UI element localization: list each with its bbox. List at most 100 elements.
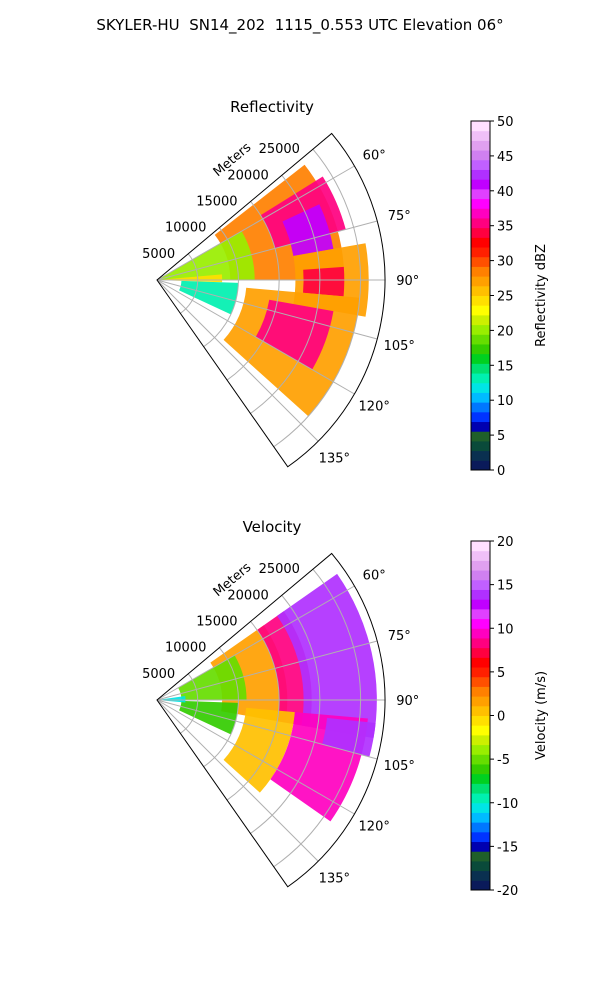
panel-reflectivity: Reflectivity60°75°90°105°120°135°5000100… xyxy=(142,98,549,479)
colorbar-swatch xyxy=(471,570,490,581)
grid-arc xyxy=(273,568,362,868)
colorbar-swatch xyxy=(471,266,490,277)
colorbar-swatch xyxy=(471,411,490,423)
colorbar-swatch xyxy=(471,851,490,862)
panel-velocity: Velocity 60° 75° 90° 105° 120° 135° 5000 10000 15… xyxy=(142,518,549,899)
colorbar-swatch xyxy=(471,579,490,590)
colorbar-swatch xyxy=(471,150,490,161)
colorbar-swatch xyxy=(471,247,490,258)
colorbar-swatch xyxy=(471,256,490,267)
colorbar-label: Velocity (m/s) xyxy=(534,671,549,760)
colorbar-swatch xyxy=(471,812,490,823)
colorbar-swatch xyxy=(471,285,490,296)
data-cell xyxy=(303,266,345,297)
colorbar-swatch xyxy=(471,744,490,755)
azimuth-tick-label: 90° xyxy=(396,274,419,289)
colorbar-swatch xyxy=(471,460,490,471)
colorbar-swatch xyxy=(471,763,490,775)
colorbar-swatch xyxy=(471,353,490,364)
colorbar-swatch xyxy=(471,734,490,746)
azimuth-tick-label: 135° xyxy=(319,871,350,886)
colorbar-tick-label: -10 xyxy=(497,797,518,812)
colorbar-swatch xyxy=(471,783,490,794)
azimuth-tick-label: 120° xyxy=(359,399,390,414)
colorbar-swatch xyxy=(471,802,490,813)
colorbar-swatch xyxy=(471,227,490,238)
grid-spoke xyxy=(156,640,378,701)
range-tick-label: 25000 xyxy=(259,142,300,157)
colorbar-swatch xyxy=(471,860,490,872)
colorbar-swatch xyxy=(471,363,490,374)
colorbar-swatch xyxy=(471,599,490,610)
colorbar-swatch xyxy=(471,608,490,620)
colorbar-tick-label: 5 xyxy=(497,666,505,681)
colorbar-tick-label: 30 xyxy=(497,255,514,270)
grid-spoke xyxy=(156,699,319,862)
range-tick-label: 25000 xyxy=(259,562,300,577)
range-tick-label: 5000 xyxy=(142,667,175,682)
colorbar-swatch xyxy=(471,382,490,393)
colorbar: 0 5 10 15 20 25 30 35 40 45 50 Reflectivity dBZ xyxy=(470,115,549,479)
range-tick-label: 10000 xyxy=(165,641,206,656)
azimuth-tick-label: 60° xyxy=(363,569,386,584)
colorbar-tick-label: 50 xyxy=(497,115,514,130)
data-cells xyxy=(157,164,369,417)
colorbar-tick-label: -20 xyxy=(497,884,518,899)
colorbar-swatch xyxy=(471,637,490,649)
colorbar-swatch xyxy=(471,841,490,852)
range-tick-label: 10000 xyxy=(165,221,206,236)
colorbar-tick-label: 25 xyxy=(497,290,514,305)
colorbar-swatch xyxy=(471,618,490,629)
grid-arc xyxy=(203,227,239,348)
grid-spoke xyxy=(156,699,378,760)
colorbar-swatch xyxy=(471,305,490,316)
grid-spoke xyxy=(156,585,355,701)
figure-title: SKYLER-HU SN14_202 1115_0.553 UTC Elevat… xyxy=(96,16,504,34)
colorbar-swatch xyxy=(471,295,490,306)
azimuth-tick-label: 105° xyxy=(384,759,415,774)
colorbar-swatch xyxy=(471,140,490,151)
colorbar-label: Reflectivity dBZ xyxy=(534,244,549,347)
colorbar-swatch xyxy=(471,715,490,726)
colorbar-tick-label: 0 xyxy=(497,710,505,725)
colorbar-swatch xyxy=(471,550,490,561)
grid-arc xyxy=(250,594,321,834)
range-tick-label: 15000 xyxy=(196,614,237,629)
range-tick-label: 20000 xyxy=(227,168,268,183)
colorbar-tick-label: 40 xyxy=(497,185,514,200)
grid xyxy=(156,148,385,448)
colorbar-swatch xyxy=(471,676,490,687)
colorbar-swatch xyxy=(471,831,490,843)
panel-title: Reflectivity xyxy=(230,98,314,116)
grid-spoke xyxy=(156,220,378,281)
azimuth-tick-label: 60° xyxy=(363,149,386,164)
colorbar-swatch xyxy=(471,431,490,442)
colorbar-tick-label: 10 xyxy=(497,622,514,637)
sector-outline xyxy=(156,552,386,888)
grid-arc xyxy=(273,148,362,448)
colorbar-tick-label: 15 xyxy=(497,359,514,374)
colorbar-swatch xyxy=(471,754,490,765)
range-tick-label: 20000 xyxy=(227,588,268,603)
colorbar-tick-label: 20 xyxy=(497,324,514,339)
grid-arc xyxy=(180,253,199,314)
data-cell xyxy=(223,707,295,793)
panel-title: Velocity xyxy=(243,518,302,536)
colorbar-swatch xyxy=(471,589,490,600)
colorbar-tick-label: 0 xyxy=(497,464,505,479)
colorbar-swatch xyxy=(471,324,490,335)
colorbar-swatch xyxy=(471,343,490,355)
grid-arc xyxy=(180,673,199,734)
colorbar-swatch xyxy=(471,314,490,326)
colorbar-tick-label: -5 xyxy=(497,753,510,768)
colorbar-swatch xyxy=(471,188,490,200)
grid-spoke xyxy=(156,279,378,340)
data-cell xyxy=(277,573,377,739)
colorbar-swatch xyxy=(471,130,490,141)
data-cell xyxy=(157,696,186,703)
colorbar-swatch xyxy=(471,628,490,639)
colorbar-swatch xyxy=(471,169,490,180)
colorbar-swatch xyxy=(471,208,490,219)
colorbar-tick-label: 10 xyxy=(497,394,514,409)
